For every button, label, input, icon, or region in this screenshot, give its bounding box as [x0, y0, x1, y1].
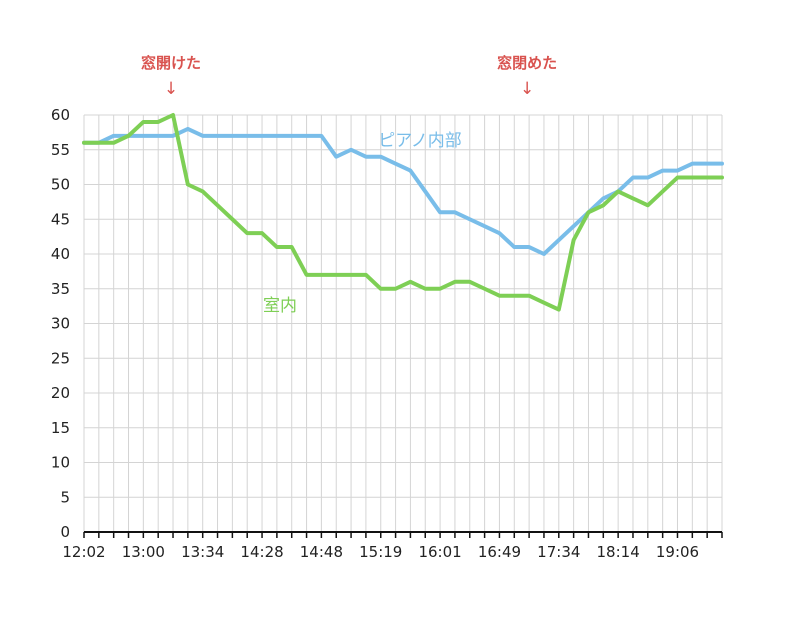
x-tick-label: 12:02 [62, 543, 105, 561]
series-label: ピアノ内部 [378, 131, 461, 151]
y-tick-label: 0 [60, 523, 70, 541]
y-tick-label: 20 [51, 384, 70, 402]
y-tick-label: 5 [60, 488, 70, 506]
y-tick-label: 30 [51, 315, 70, 333]
annotation-arrow: ↓ [520, 79, 534, 99]
series-label: 室内 [263, 296, 297, 316]
series-lines [82, 113, 724, 312]
y-tick-label: 15 [51, 419, 70, 437]
series-line [82, 113, 724, 312]
x-tick-label: 14:28 [240, 543, 283, 561]
x-tick-label: 18:14 [597, 543, 640, 561]
y-tick-label: 10 [51, 454, 70, 472]
x-tick-label: 13:00 [122, 543, 165, 561]
x-tick-label: 17:34 [537, 543, 580, 561]
x-tick-label: 13:34 [181, 543, 224, 561]
x-tick-label: 16:49 [478, 543, 521, 561]
annotation-label: 窓開けた [141, 54, 201, 72]
x-tick-label: 15:19 [359, 543, 402, 561]
y-tick-label: 40 [51, 245, 70, 263]
x-tick-label: 19:06 [656, 543, 699, 561]
annotation-label: 窓閉めた [497, 54, 557, 72]
y-tick-label: 55 [51, 141, 70, 159]
y-tick-label: 25 [51, 349, 70, 367]
x-axis: 12:02 13:00 13:34 14:28 14:48 15:19 16:01 16:49… [62, 531, 723, 561]
y-axis-ticks: 0 5 10 15 20 25 30 35 40 45 50 55 60 [51, 106, 70, 541]
y-tick-label: 60 [51, 106, 70, 124]
y-tick-label: 35 [51, 280, 70, 298]
x-tick-label: 14:48 [300, 543, 343, 561]
y-tick-label: 50 [51, 176, 70, 194]
annotations: 窓開けた ↓ 窓閉めた ↓ [141, 54, 557, 99]
grid [83, 114, 723, 533]
y-tick-label: 45 [51, 210, 70, 228]
x-tick-label: 16:01 [418, 543, 461, 561]
annotation-arrow: ↓ [164, 79, 178, 99]
